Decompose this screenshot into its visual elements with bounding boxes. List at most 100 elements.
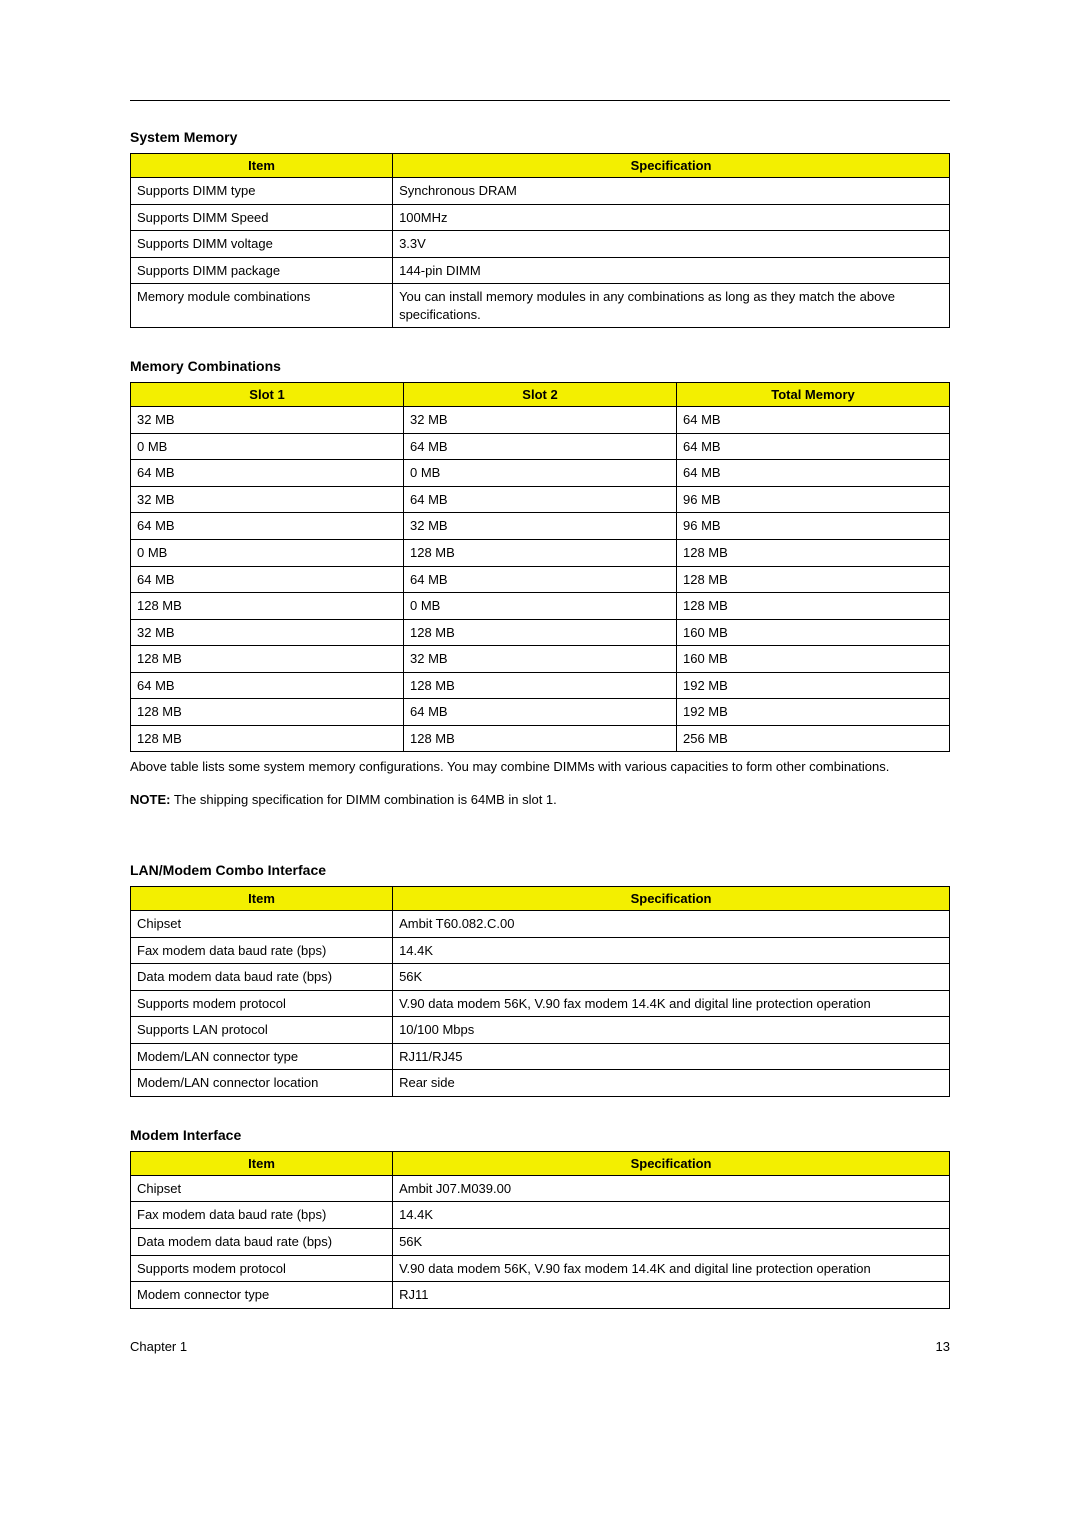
table-cell: 128 MB [404, 725, 677, 752]
table-cell: 256 MB [677, 725, 950, 752]
table-row: Memory module combinationsYou can instal… [131, 284, 950, 328]
table-cell: 128 MB [131, 646, 404, 673]
table-row: Supports LAN protocol10/100 Mbps [131, 1017, 950, 1044]
table-cell: Data modem data baud rate (bps) [131, 964, 393, 991]
note-body: The shipping specification for DIMM comb… [170, 792, 556, 807]
memory-combinations-note: NOTE: The shipping specification for DIM… [130, 791, 950, 810]
table-row: 32 MB128 MB160 MB [131, 619, 950, 646]
page: System Memory Item Specification Support… [0, 0, 1080, 1394]
table-cell: 14.4K [393, 937, 950, 964]
table-row: 32 MB32 MB64 MB [131, 407, 950, 434]
table-cell: 64 MB [404, 433, 677, 460]
table-cell: 0 MB [131, 433, 404, 460]
table-row: 128 MB0 MB128 MB [131, 593, 950, 620]
table-modem-interface: Item Specification ChipsetAmbit J07.M039… [130, 1151, 950, 1309]
table-cell: V.90 data modem 56K, V.90 fax modem 14.4… [393, 1255, 950, 1282]
col-header: Slot 1 [131, 383, 404, 407]
section-title-system-memory: System Memory [130, 129, 950, 145]
table-cell: Ambit T60.082.C.00 [393, 911, 950, 938]
table-row: Data modem data baud rate (bps)56K [131, 1229, 950, 1256]
table-cell: Synchronous DRAM [393, 178, 950, 205]
top-rule [130, 100, 950, 101]
table-cell: 64 MB [131, 460, 404, 487]
table-cell: Data modem data baud rate (bps) [131, 1229, 393, 1256]
table-row: 64 MB64 MB128 MB [131, 566, 950, 593]
table-cell: 128 MB [677, 593, 950, 620]
table-cell: 64 MB [404, 566, 677, 593]
table-cell: 32 MB [131, 407, 404, 434]
table-cell: 3.3V [393, 231, 950, 258]
table-cell: 160 MB [677, 619, 950, 646]
note-label: NOTE: [130, 792, 170, 807]
table-row: ChipsetAmbit T60.082.C.00 [131, 911, 950, 938]
table-cell: 32 MB [131, 619, 404, 646]
table-cell: 128 MB [404, 540, 677, 567]
table-row: Modem/LAN connector typeRJ11/RJ45 [131, 1043, 950, 1070]
table-cell: Chipset [131, 911, 393, 938]
table-cell: 0 MB [404, 593, 677, 620]
table-cell: Modem/LAN connector location [131, 1070, 393, 1097]
section-title-modem-interface: Modem Interface [130, 1127, 950, 1143]
table-cell: 32 MB [404, 407, 677, 434]
table-cell: Supports DIMM package [131, 257, 393, 284]
col-header: Specification [393, 154, 950, 178]
table-header-row: Item Specification [131, 1151, 950, 1175]
table-cell: 128 MB [677, 566, 950, 593]
table-row: Supports DIMM Speed100MHz [131, 204, 950, 231]
table-cell: 128 MB [131, 699, 404, 726]
table-lan-modem-combo: Item Specification ChipsetAmbit T60.082.… [130, 886, 950, 1097]
table-cell: 128 MB [404, 619, 677, 646]
table-row: 64 MB128 MB192 MB [131, 672, 950, 699]
table-cell: 128 MB [677, 540, 950, 567]
table-cell: 32 MB [404, 646, 677, 673]
table-row: 0 MB64 MB64 MB [131, 433, 950, 460]
table-cell: 128 MB [131, 725, 404, 752]
table-cell: 160 MB [677, 646, 950, 673]
col-header: Total Memory [677, 383, 950, 407]
table-cell: RJ11 [393, 1282, 950, 1309]
col-header: Slot 2 [404, 383, 677, 407]
table-memory-combinations: Slot 1 Slot 2 Total Memory 32 MB32 MB64 … [130, 382, 950, 752]
table-row: Supports DIMM typeSynchronous DRAM [131, 178, 950, 205]
table-cell: Chipset [131, 1175, 393, 1202]
col-header: Item [131, 887, 393, 911]
table-cell: 192 MB [677, 699, 950, 726]
table-cell: 64 MB [131, 566, 404, 593]
table-row: Fax modem data baud rate (bps)14.4K [131, 937, 950, 964]
table-cell: 96 MB [677, 486, 950, 513]
table-row: Supports DIMM voltage3.3V [131, 231, 950, 258]
table-header-row: Item Specification [131, 154, 950, 178]
table-cell: 128 MB [404, 672, 677, 699]
table-row: Supports modem protocolV.90 data modem 5… [131, 990, 950, 1017]
table-row: ChipsetAmbit J07.M039.00 [131, 1175, 950, 1202]
table-cell: 100MHz [393, 204, 950, 231]
table-cell: 96 MB [677, 513, 950, 540]
table-cell: Supports DIMM voltage [131, 231, 393, 258]
table-cell: 64 MB [404, 486, 677, 513]
section-title-memory-combinations: Memory Combinations [130, 358, 950, 374]
table-header-row: Slot 1 Slot 2 Total Memory [131, 383, 950, 407]
table-row: Supports modem protocolV.90 data modem 5… [131, 1255, 950, 1282]
table-cell: Supports modem protocol [131, 1255, 393, 1282]
table-cell: 56K [393, 1229, 950, 1256]
table-row: 128 MB64 MB192 MB [131, 699, 950, 726]
table-cell: You can install memory modules in any co… [393, 284, 950, 328]
table-system-memory: Item Specification Supports DIMM typeSyn… [130, 153, 950, 328]
table-cell: 32 MB [131, 486, 404, 513]
table-cell: 10/100 Mbps [393, 1017, 950, 1044]
table-cell: 128 MB [131, 593, 404, 620]
table-row: 0 MB128 MB128 MB [131, 540, 950, 567]
table-row: 64 MB0 MB64 MB [131, 460, 950, 487]
table-cell: 64 MB [677, 433, 950, 460]
table-cell: 64 MB [131, 513, 404, 540]
table-cell: 64 MB [677, 460, 950, 487]
col-header: Specification [393, 887, 950, 911]
table-cell: V.90 data modem 56K, V.90 fax modem 14.4… [393, 990, 950, 1017]
table-cell: Supports DIMM type [131, 178, 393, 205]
footer-chapter: Chapter 1 [130, 1339, 187, 1354]
table-cell: 0 MB [131, 540, 404, 567]
table-row: 128 MB128 MB256 MB [131, 725, 950, 752]
table-row: 64 MB32 MB96 MB [131, 513, 950, 540]
table-cell: 64 MB [404, 699, 677, 726]
table-row: Modem connector typeRJ11 [131, 1282, 950, 1309]
